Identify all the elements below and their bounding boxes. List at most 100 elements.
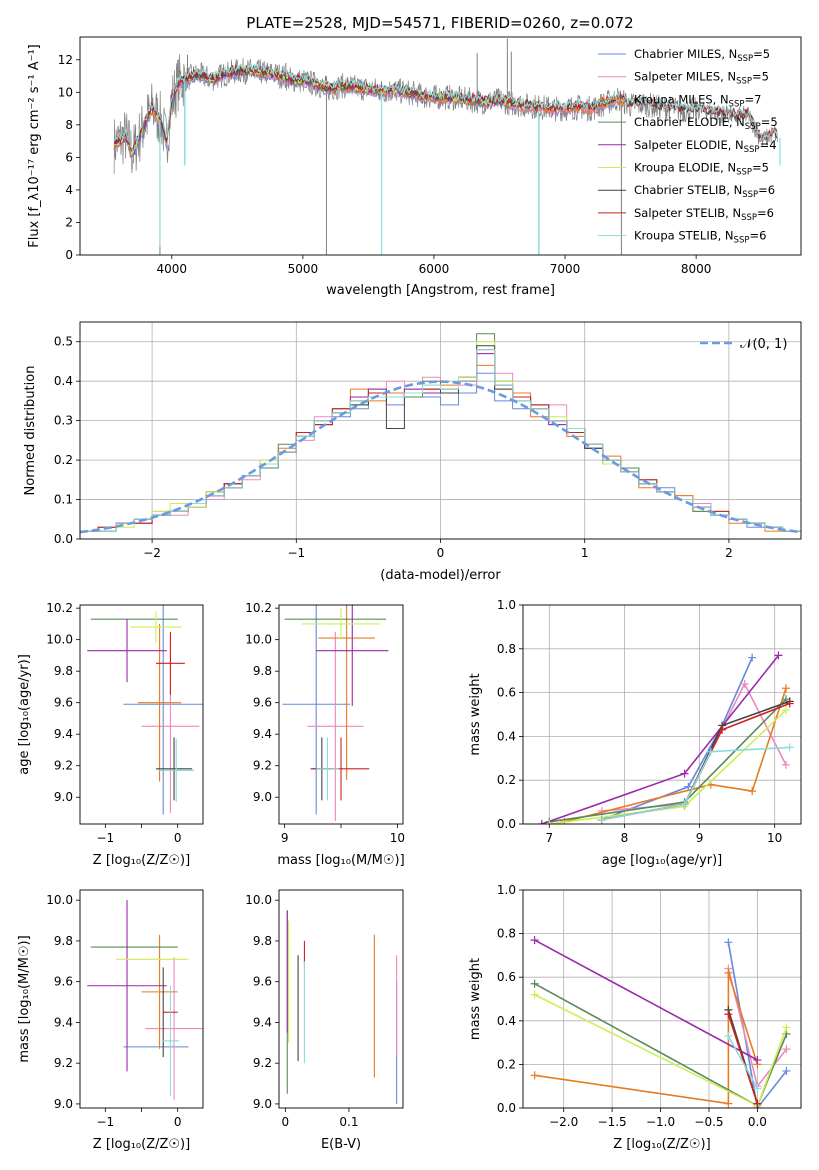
errorbar-group [286,910,398,1104]
axes-frame [522,604,802,825]
series-marker [753,1099,762,1108]
x-tick-label: 4000 [156,262,187,276]
x-tick-label: 7 [545,831,553,845]
axes-frame [79,321,802,540]
y-tick-label: 9.2 [54,759,73,773]
series-marker [680,800,689,809]
legend-label: Kroupa MILES, NSSP=7 [634,92,761,109]
series-marker [724,1099,733,1108]
y-tick-label: 6 [65,150,73,164]
series-marker [530,936,539,945]
series-line [534,939,758,1061]
legend-text-part: =7 [744,92,761,106]
legend-text-part: =5 [752,70,769,84]
x-tick-label: 0 [174,1115,182,1129]
series-line [727,942,788,1108]
y-tick-label: 0.0 [54,532,73,546]
y-tick-label: 10.2 [46,601,73,615]
series-line [564,687,787,823]
y-tick-label: 0.8 [497,642,516,656]
legend-text-part: Kroupa ELODIE, N [634,161,736,175]
histogram-step [80,349,801,539]
x-tick-label: 9 [696,831,704,845]
legend-text-part: Salpeter STELIB, N [634,206,741,220]
x-axis-label: Z [log₁₀(Z/Z☉)] [93,853,190,868]
x-tick-label: 5000 [288,262,319,276]
y-tick-label: 0.8 [497,927,516,941]
x-tick-label: −1 [287,546,305,560]
x-tick-label: −1.0 [646,1115,675,1129]
series-line [549,698,787,823]
y-tick-label: 0.5 [54,335,73,349]
x-tick-label: 0 [174,831,182,845]
x-tick-label: 1 [581,546,589,560]
x-tick-label: 2 [725,546,733,560]
y-tick-label: 0.4 [54,374,73,388]
y-tick-label: 0.4 [497,1014,516,1028]
y-tick-label: 1.0 [497,883,516,897]
x-axis-label: Z [log₁₀(Z/Z☉)] [613,1137,710,1152]
series-marker [782,1023,791,1032]
legend-text-part: Salpeter MILES, N [634,70,736,84]
series-marker [774,651,783,660]
legend-text-part: SSP [736,77,752,87]
x-tick-label: −1 [96,1115,114,1129]
legend-text-part: Chabrier STELIB, N [634,183,742,197]
y-tick-label: 9.8 [253,934,272,948]
panel-spectrum: 4000 5000 6000 7000 8000 0 2 4 6 8 10 12 wavelength … [27,36,802,298]
legend-label: Kroupa ELODIE, NSSP=5 [634,161,769,178]
series-marker [748,653,757,662]
series-marker [740,679,749,688]
legend-text-part: Chabrier MILES, N [634,47,737,61]
series-marker [781,760,790,769]
y-tick-label: 9.6 [253,696,272,710]
x-tick-label: −0.5 [694,1115,723,1129]
legend-label: Salpeter ELODIE, NSSP=4 [634,138,777,155]
legend-text-part: Kroupa STELIB, N [634,229,734,243]
y-tick-label: 0.3 [54,414,73,428]
legend-text-part: =6 [757,206,774,220]
y-tick-label: 9.0 [54,790,73,804]
x-tick-label: 8000 [681,262,712,276]
legend-label: Kroupa STELIB, NSSP=6 [634,229,766,246]
spectrum-data-group [113,38,781,255]
axes-frame [278,604,404,825]
panel-residuals: −2 −1 0 1 2 0.0 0.1 0.2 0.3 0.4 0.5 (data-model)/er… [23,321,802,583]
y-tick-label: 4 [65,183,73,197]
series-marker [781,684,790,693]
series-marker [782,1066,791,1075]
series-marker [785,743,794,752]
axes-frame [79,604,204,825]
x-tick-label: 0.1 [339,1115,358,1129]
y-axis-label: mass weight [468,958,483,1040]
y-tick-label: 9.2 [253,759,272,773]
x-axis-label: wavelength [Angstrom, rest frame] [326,283,555,298]
legend-text-part: =6 [749,229,766,243]
panel-z_age: −1 0 9.0 9.2 9.4 9.6 9.8 10.0 10.2 Z [log₁₀(Z/Z☉)… [17,601,204,868]
legend-text-part: =5 [753,47,770,61]
y-tick-label: 10.0 [46,633,73,647]
axes-frame [79,889,204,1109]
y-tick-label: 9.0 [54,1097,73,1111]
series-marker [680,769,689,778]
y-tick-label: 0.1 [54,493,73,507]
series-line [534,972,759,1105]
y-tick-label: 12 [58,53,73,67]
y-tick-label: 0.2 [54,453,73,467]
x-tick-label: 8 [621,831,629,845]
series-marker [530,979,539,988]
y-tick-label: 10.2 [245,601,272,615]
y-tick-label: 9.8 [54,934,73,948]
y-tick-label: 9.4 [253,727,272,741]
series-marker [785,699,794,708]
y-tick-label: 10.0 [245,893,272,907]
series-marker [597,815,606,824]
y-tick-label: 10.0 [245,633,272,647]
y-tick-label: 0.6 [497,686,516,700]
legend-label: Chabrier MILES, NSSP=5 [634,47,770,64]
panel-z_mass: −1 0 9.0 9.2 9.4 9.6 9.8 10.0 Z [log₁₀(Z/Z☉)] mas… [17,889,204,1152]
series-marker [782,1045,791,1054]
x-tick-label: −1.5 [598,1115,627,1129]
y-tick-label: 0.4 [497,729,516,743]
